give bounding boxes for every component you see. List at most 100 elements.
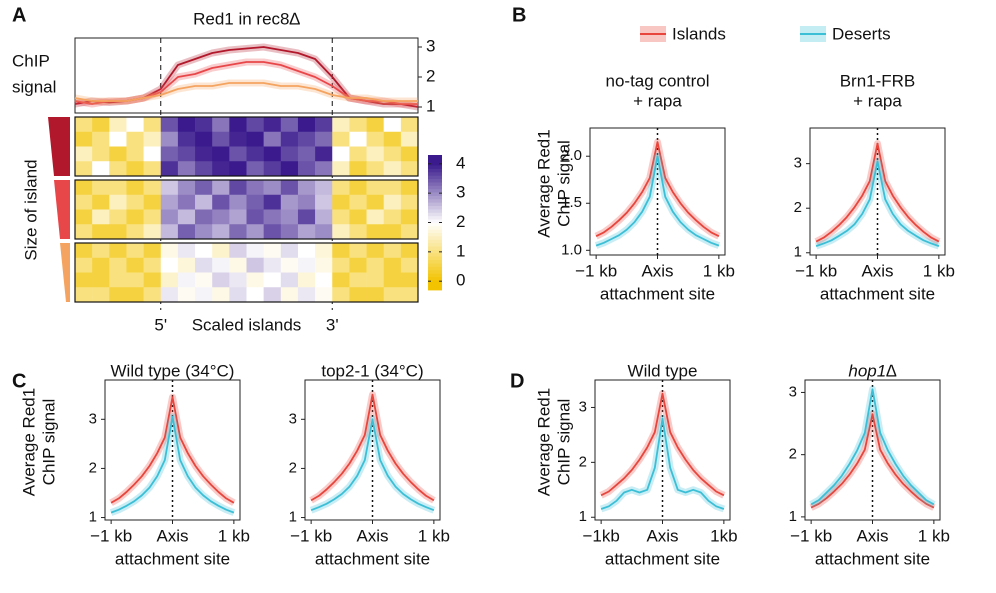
series-line <box>815 160 940 247</box>
heat-cell <box>126 180 144 196</box>
heat-cell <box>109 287 127 303</box>
colorbar-step <box>428 225 442 230</box>
heat-cell <box>315 131 333 147</box>
colorbar-step <box>428 202 442 207</box>
x-tick-label: 1 kb <box>923 261 955 280</box>
series-line <box>110 415 235 514</box>
x-tick-label: Axis <box>646 526 678 545</box>
heat-cell <box>177 161 196 177</box>
heat-cell <box>400 180 419 196</box>
heat-cell <box>143 224 162 240</box>
heat-cell <box>177 272 196 288</box>
colorbar-step <box>428 185 442 190</box>
x-tick-label: Axis <box>856 526 888 545</box>
x-tick-label: −1 kb <box>90 526 132 545</box>
x-axis-label: Scaled islands <box>192 315 302 334</box>
plot-frame <box>74 37 419 114</box>
colorbar-step <box>428 252 442 257</box>
heat-cell <box>126 131 144 147</box>
heat-cell <box>126 117 144 133</box>
heat-cell <box>177 243 196 259</box>
heat-cell <box>246 257 264 273</box>
colorbar-step <box>428 161 442 166</box>
colorbar-step <box>428 168 442 173</box>
colorbar-step <box>428 242 442 247</box>
size-wedge <box>48 117 70 176</box>
heat-cell <box>332 287 350 303</box>
heat-cell <box>297 161 316 177</box>
heat-cell <box>315 287 333 303</box>
heat-cell <box>212 272 230 288</box>
colorbar-step <box>428 286 442 291</box>
heat-cell <box>126 194 144 210</box>
heat-cell <box>246 224 264 240</box>
heat-cell <box>75 272 93 288</box>
heat-cell <box>229 287 247 303</box>
heat-cell <box>177 257 196 273</box>
heat-cell <box>143 257 162 273</box>
heat-cell <box>160 194 179 210</box>
heat-cell <box>229 161 247 177</box>
y-axis-label: Average Red1 <box>534 388 553 496</box>
heat-cell <box>195 180 213 196</box>
heat-cell <box>212 209 230 225</box>
heat-cell <box>143 117 162 133</box>
colorbar-step <box>428 259 442 264</box>
heat-cell <box>195 131 213 147</box>
x-tick-label: Axis <box>861 261 893 280</box>
y-tick-label: 1 <box>794 244 802 261</box>
heat-cell <box>383 272 402 288</box>
heat-cell <box>366 180 384 196</box>
heat-cell <box>280 180 299 196</box>
colorbar-step <box>428 178 442 183</box>
heat-cell <box>263 257 282 273</box>
y-tick-label: 3 <box>89 410 97 427</box>
colorbar-step <box>428 276 442 281</box>
x-axis-label: attachment site <box>605 549 720 568</box>
y-tick-label: 2 <box>426 66 435 85</box>
heat-cell <box>126 272 144 288</box>
heat-cell <box>212 194 230 210</box>
size-wedge <box>60 243 70 302</box>
heat-cell <box>349 209 367 225</box>
heat-cell <box>332 117 350 133</box>
heat-cell <box>383 194 402 210</box>
heat-cell <box>383 243 402 259</box>
chart-title: Red1 in rec8∆ <box>193 9 300 28</box>
heat-cell <box>75 117 93 133</box>
chart-title: Wild type <box>628 361 698 380</box>
y-tick-label: 3 <box>426 36 435 55</box>
heat-cell <box>246 180 264 196</box>
heat-cell <box>229 224 247 240</box>
heat-cell <box>75 257 93 273</box>
heat-cell <box>400 224 419 240</box>
chart-title: no-tag control <box>606 71 710 90</box>
heat-cell <box>280 287 299 303</box>
legend-label: Deserts <box>832 24 891 43</box>
colorbar-step <box>428 256 442 261</box>
heat-cell <box>92 180 110 196</box>
series-line <box>310 393 435 502</box>
series-band <box>109 413 236 516</box>
y-axis-label: Average Red1 <box>19 388 38 496</box>
heat-cell <box>92 287 110 303</box>
x-tick-label: −1 kb <box>795 261 837 280</box>
x-tick-label: 1 kb <box>218 526 250 545</box>
heat-cell <box>126 257 144 273</box>
heat-cell <box>332 146 350 162</box>
heat-cell <box>349 161 367 177</box>
heat-cell <box>229 117 247 133</box>
heat-cell <box>332 209 350 225</box>
x-tick-label: −1 kb <box>290 526 332 545</box>
heat-cell <box>75 243 93 259</box>
heat-cell <box>297 146 316 162</box>
heat-cell <box>126 209 144 225</box>
y-axis-label: signal <box>12 77 56 96</box>
colorbar-step <box>428 283 442 288</box>
chart-title: Brn1-FRB <box>840 71 916 90</box>
heat-cell <box>315 194 333 210</box>
heat-cell <box>177 146 196 162</box>
colorbar-step <box>428 232 442 237</box>
colorbar-step <box>428 263 442 267</box>
heat-cell <box>297 287 316 303</box>
